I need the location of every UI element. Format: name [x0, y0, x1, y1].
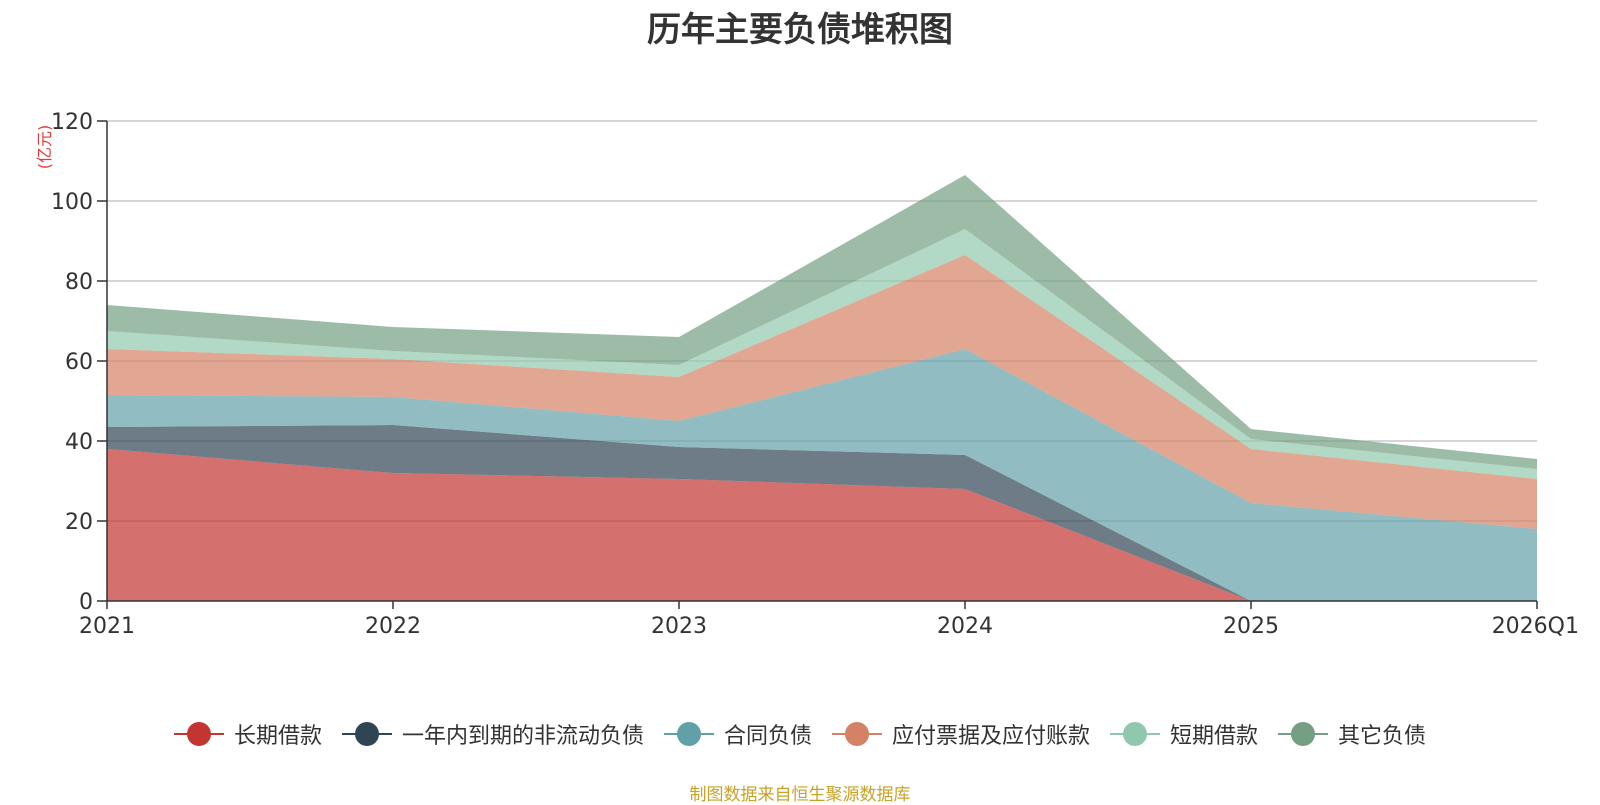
- legend-marker-icon: [1110, 722, 1161, 746]
- legend-marker-icon: [173, 722, 224, 746]
- legend-item[interactable]: 其它负债: [1278, 718, 1426, 750]
- source-note: 制图数据来自恒生聚源数据库: [689, 785, 911, 805]
- y-tick-label: 120: [51, 110, 93, 135]
- y-tick-label: 80: [65, 270, 93, 295]
- legend-item[interactable]: 一年内到期的非流动负债: [341, 718, 644, 750]
- area-series-一年内到期的非流动负债: [107, 425, 1537, 601]
- area-series-长期借款: [107, 449, 1537, 601]
- legend-marker-icon: [832, 722, 882, 746]
- legend: 长期借款 一年内到期的非流动负债 合同负债 应付票据及应付账款 短期借款 其它负债: [0, 718, 1600, 750]
- legend-item[interactable]: 应付票据及应付账款: [832, 718, 1090, 750]
- x-tick-label: 2026Q1: [1492, 614, 1579, 639]
- area-series-合同负债: [107, 349, 1537, 601]
- legend-item[interactable]: 合同负债: [663, 718, 812, 750]
- legend-label: 应付票据及应付账款: [892, 724, 1091, 749]
- axes: 0 20 40 60 80 100 120 2021 2022 2023 2024 2025 2026Q…: [51, 110, 1579, 639]
- area-series-应付票据及应付账款: [107, 255, 1537, 529]
- legend-item[interactable]: 短期借款: [1110, 718, 1258, 750]
- y-tick-label: 100: [51, 190, 93, 215]
- legend-label: 长期借款: [233, 724, 322, 749]
- x-tick-label: 2025: [1223, 614, 1279, 639]
- y-tick-label: 40: [65, 430, 93, 455]
- legend-label: 其它负债: [1338, 724, 1427, 749]
- y-tick-label: 20: [65, 510, 93, 535]
- y-axis-unit-label: (亿元): [35, 125, 54, 170]
- legend-label: 一年内到期的非流动负债: [401, 724, 644, 749]
- x-tick-label: 2024: [937, 614, 993, 639]
- chart-title: 历年主要负债堆积图: [647, 10, 953, 50]
- legend-label: 短期借款: [1170, 724, 1259, 749]
- x-tick-label: 2022: [365, 614, 421, 639]
- area-series: [107, 175, 1537, 601]
- x-tick-label: 2023: [651, 614, 707, 639]
- legend-marker-icon: [1278, 722, 1329, 746]
- legend-label: 合同负债: [723, 724, 812, 749]
- y-tick-label: 60: [65, 350, 93, 375]
- legend-marker-icon: [341, 722, 392, 746]
- legend-item[interactable]: 长期借款: [173, 718, 322, 750]
- legend-marker-icon: [663, 722, 714, 746]
- y-tick-label: 0: [79, 590, 93, 615]
- x-tick-label: 2021: [79, 614, 135, 639]
